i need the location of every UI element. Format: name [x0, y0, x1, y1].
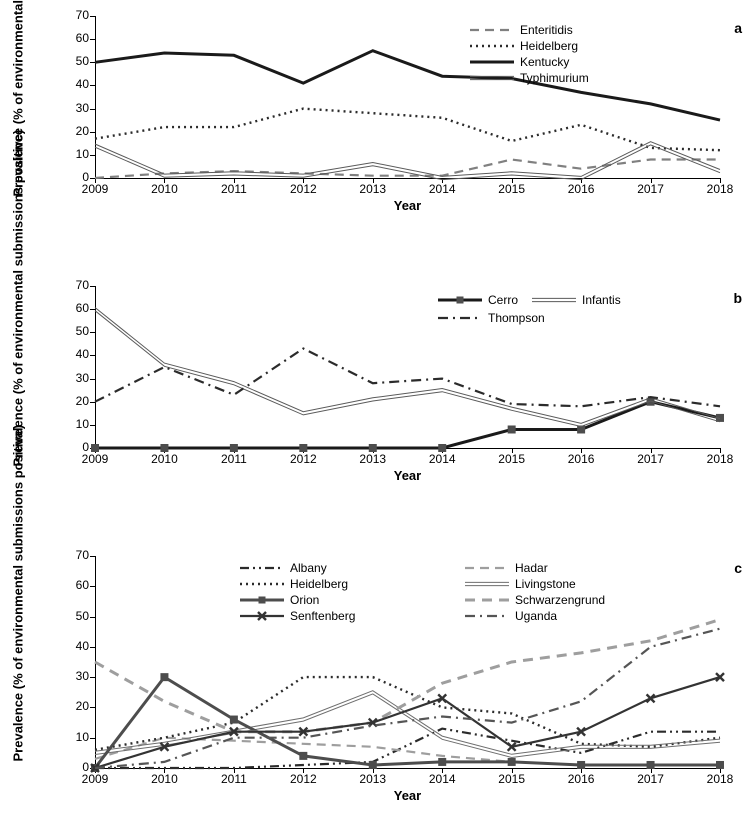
series-marker: [369, 445, 376, 452]
legend-label: Schwarzengrund: [515, 593, 605, 607]
legend-label: Infantis: [582, 293, 621, 307]
legend-item: Hadar: [465, 560, 690, 576]
panel-a: Prevalence (% of environmental submissio…: [0, 10, 750, 220]
panel-b: Prevalence (% of environmental submissio…: [0, 280, 750, 490]
series-marker: [92, 445, 99, 452]
legend-item: Enteritidis: [470, 22, 589, 38]
legend-swatch: [465, 577, 509, 591]
legend-label: Albany: [290, 561, 327, 575]
series-marker: [300, 752, 307, 759]
series-line-kentucky: [95, 51, 720, 120]
series-line-typhimurium: [95, 142, 720, 177]
legend-swatch: [240, 609, 284, 623]
series-line-typhimurium: [95, 145, 720, 180]
series-marker: [508, 426, 515, 433]
legend-swatch: [470, 71, 514, 85]
series-marker: [578, 426, 585, 433]
series-marker: [578, 761, 585, 768]
legend-item: Orion: [240, 592, 465, 608]
legend-label: Orion: [290, 593, 319, 607]
series-marker: [230, 716, 237, 723]
legend-swatch: [470, 39, 514, 53]
series-line-heidelberg: [95, 109, 720, 151]
legend-swatch: [465, 609, 509, 623]
legend-item: Typhimurium: [470, 70, 589, 86]
legend-label: Hadar: [515, 561, 548, 575]
legend-item: Cerro: [438, 292, 518, 308]
series-marker: [508, 758, 515, 765]
legend-swatch: [465, 561, 509, 575]
series-line-livingstone: [95, 694, 720, 758]
legend-item: Heidelberg: [240, 576, 465, 592]
legend-label: Senftenberg: [290, 609, 355, 623]
legend-label: Typhimurium: [520, 71, 589, 85]
legend-item: Infantis: [532, 292, 621, 308]
legend-label: Heidelberg: [520, 39, 578, 53]
legend-item: Thompson: [438, 310, 545, 326]
legend-item: Uganda: [465, 608, 690, 624]
legend-item: Livingstone: [465, 576, 690, 592]
series-marker: [439, 758, 446, 765]
legend: Enteritidis Heidelberg Kentucky Typhimurium: [470, 22, 589, 86]
series-line-uganda: [95, 629, 720, 768]
legend-swatch: [438, 293, 482, 307]
legend-swatch: [438, 311, 482, 325]
series-line-schwarzengrund: [95, 620, 720, 732]
legend-swatch: [240, 593, 284, 607]
legend-label: Livingstone: [515, 577, 576, 591]
legend-item: Schwarzengrund: [465, 592, 690, 608]
legend-item: Heidelberg: [470, 38, 589, 54]
legend-swatch: [470, 55, 514, 69]
legend-swatch: [470, 23, 514, 37]
chart-lines: [0, 10, 750, 220]
legend-label: Uganda: [515, 609, 557, 623]
series-line-livingstone: [95, 691, 720, 755]
series-marker: [300, 445, 307, 452]
legend-label: Heidelberg: [290, 577, 348, 591]
legend-label: Kentucky: [520, 55, 569, 69]
legend-swatch: [465, 593, 509, 607]
legend-label: Thompson: [488, 311, 545, 325]
legend-label: Enteritidis: [520, 23, 573, 37]
series-marker: [439, 445, 446, 452]
series-marker: [647, 761, 654, 768]
series-line-cerro: [95, 402, 720, 448]
series-marker: [161, 445, 168, 452]
series-marker: [369, 761, 376, 768]
series-line-infantis: [95, 311, 720, 427]
legend-label: Cerro: [488, 293, 518, 307]
legend-item: Kentucky: [470, 54, 589, 70]
legend: Albany Hadar Heidelberg Livingstone Orion Sch…: [240, 560, 690, 624]
series-line-enteritidis: [95, 160, 720, 179]
series-marker: [717, 761, 724, 768]
legend-swatch: [240, 561, 284, 575]
legend: Cerro Infantis Thompson: [438, 292, 750, 328]
legend-swatch: [532, 293, 576, 307]
legend-swatch: [240, 577, 284, 591]
panel-c: Prevalence (% of environmental submissio…: [0, 550, 750, 810]
legend-item: Albany: [240, 560, 465, 576]
series-line-thompson: [95, 349, 720, 407]
legend-item: Senftenberg: [240, 608, 465, 624]
series-marker: [161, 674, 168, 681]
series-marker: [230, 445, 237, 452]
figure: Prevalence (% of environmental submissio…: [0, 0, 750, 817]
